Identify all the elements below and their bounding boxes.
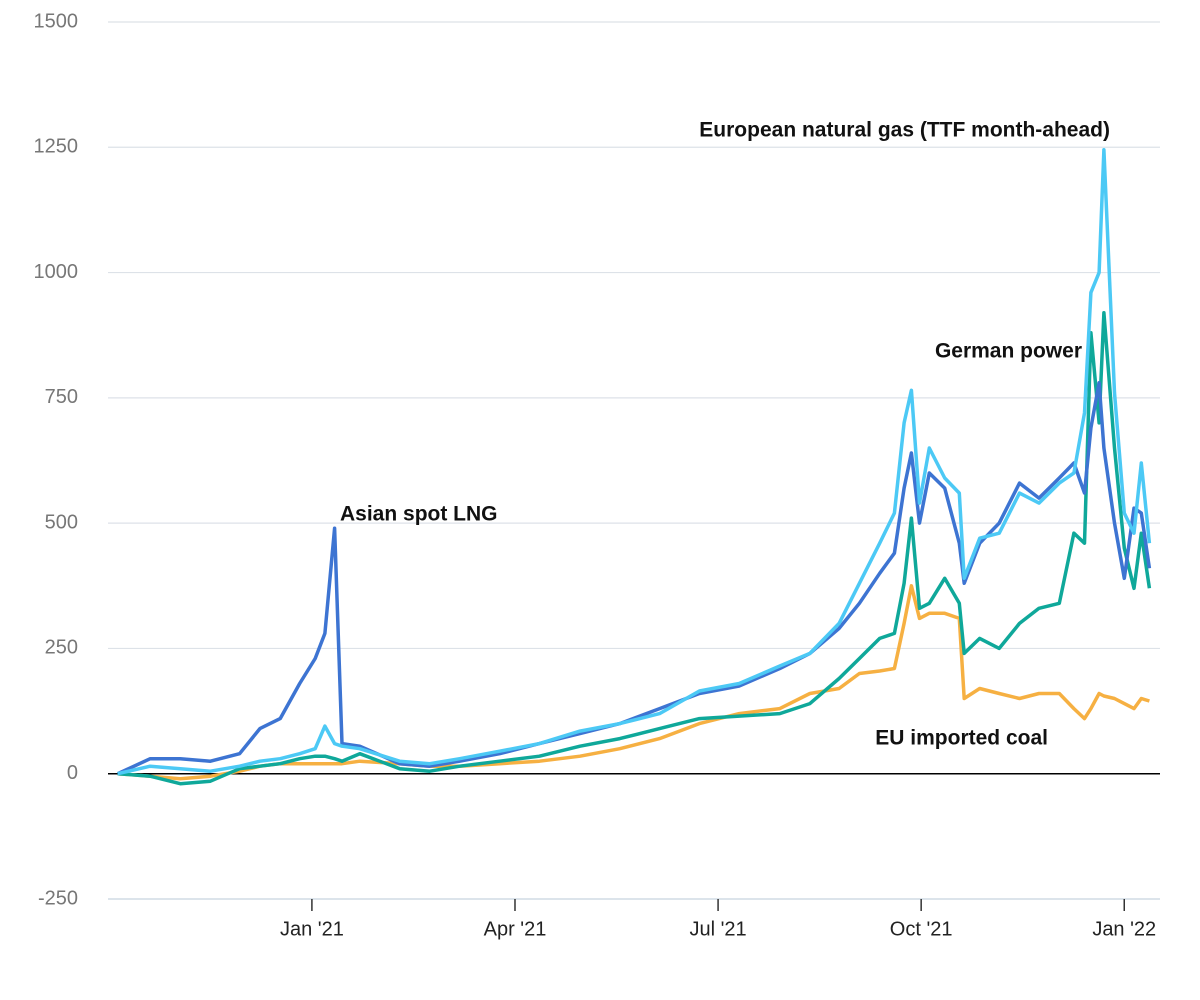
y-tick-label: 0 [67, 762, 78, 784]
annotation: Asian spot LNG [340, 503, 498, 526]
y-tick-label: 1500 [34, 10, 79, 32]
y-tick-label: -250 [38, 887, 78, 909]
x-tick-label: Apr '21 [484, 918, 547, 940]
x-tick-label: Oct '21 [890, 918, 953, 940]
x-tick-label: Jul '21 [689, 918, 746, 940]
series-line [117, 148, 1152, 776]
series-line [117, 310, 1152, 786]
annotation: German power [935, 340, 1082, 363]
x-tick-label: Jan '21 [280, 918, 344, 940]
series-line [116, 381, 1152, 776]
y-tick-label: 250 [45, 637, 78, 659]
y-tick-label: 1250 [34, 136, 79, 158]
x-tick-label: Jan '22 [1092, 918, 1156, 940]
y-tick-label: 750 [45, 386, 78, 408]
series-line [117, 584, 1150, 781]
annotation: European natural gas (TTF month-ahead) [699, 119, 1110, 142]
y-tick-label: 500 [45, 511, 78, 533]
annotation: EU imported coal [875, 727, 1048, 750]
y-tick-label: 1000 [34, 261, 79, 283]
